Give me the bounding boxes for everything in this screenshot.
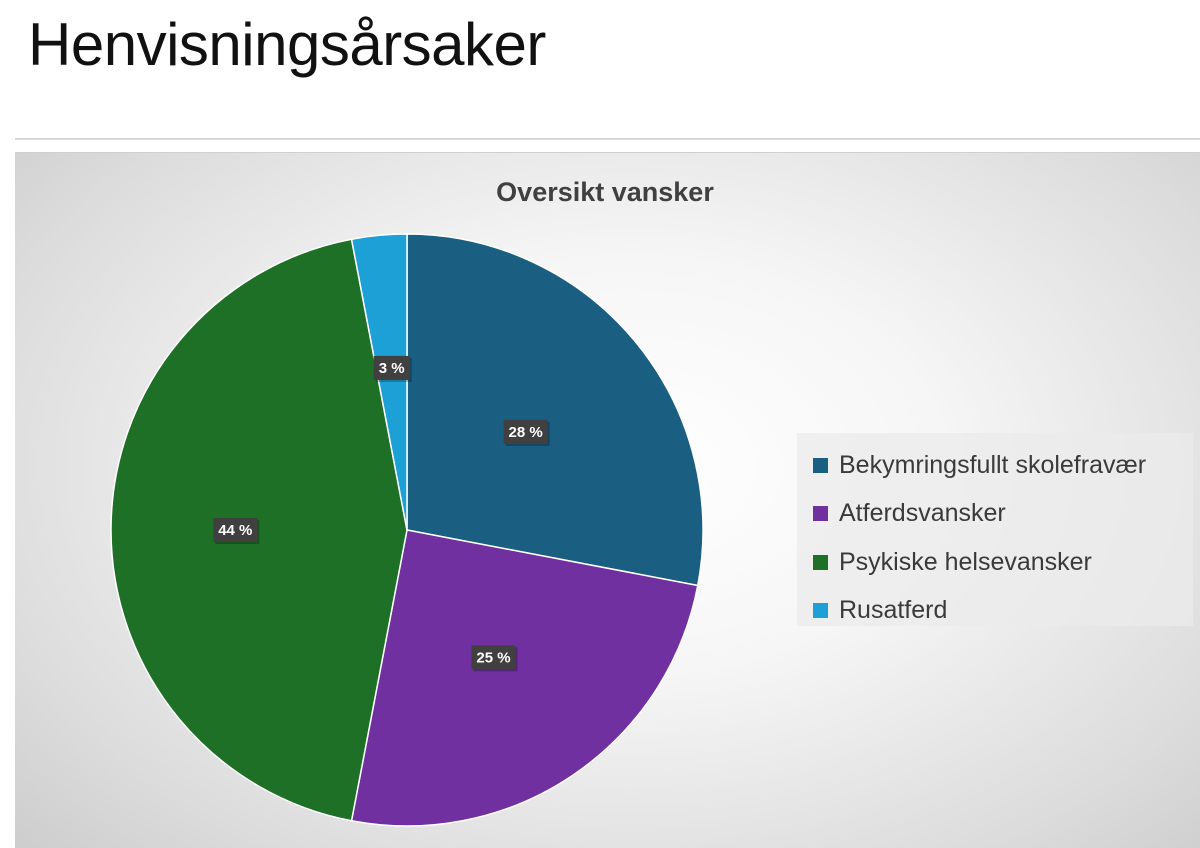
pie-chart: Oversikt vansker 28 % 25 % 44 % 3 %	[110, 177, 714, 827]
legend-item: Atferdsvansker	[813, 490, 1193, 539]
page-title: Henvisningsårsaker	[28, 11, 546, 78]
data-label-box	[471, 645, 516, 670]
data-label: 3 %	[373, 355, 412, 382]
legend-item: Rusatferd	[813, 587, 1193, 636]
data-label: 44 %	[213, 518, 260, 544]
data-label-box	[373, 355, 410, 380]
chart-legend: Bekymringsfullt skolefravær Atferdsvanske…	[797, 433, 1193, 626]
pie-data-labels: 28 % 25 % 44 % 3 %	[213, 355, 550, 672]
legend-swatch	[813, 457, 828, 473]
legend-swatch	[813, 554, 828, 570]
legend-label: Bekymringsfullt skolefravær	[839, 450, 1147, 479]
legend-label: Rusatferd	[839, 596, 948, 625]
legend-item: Bekymringsfullt skolefravær	[813, 441, 1193, 490]
pie-slice-psykiske-helsevansker	[110, 238, 408, 822]
title-divider	[15, 138, 1200, 140]
data-label: 25 %	[471, 645, 518, 672]
data-label-text: 25 %	[476, 649, 510, 666]
legend-label: Atferdsvansker	[839, 499, 1006, 528]
pie-slice-rusatferd	[350, 233, 408, 531]
pie-slice-atferdsvansker	[350, 529, 699, 827]
pie-slices	[110, 233, 704, 827]
data-label-box	[213, 518, 258, 542]
data-label-text: 3 %	[379, 360, 405, 377]
legend-swatch	[813, 603, 828, 619]
chart-area: Oversikt vansker 28 % 25 % 44 % 3 % Bekymri…	[15, 152, 1200, 848]
legend-item: Psykiske helsevansker	[813, 538, 1193, 587]
chart-title: Oversikt vansker	[496, 177, 714, 207]
legend-label: Psykiske helsevansker	[839, 547, 1092, 576]
pie-slice-bekymringsfullt-skolefravær	[406, 233, 704, 587]
data-label: 28 %	[503, 419, 550, 446]
data-label-text: 28 %	[508, 424, 542, 441]
legend-swatch	[813, 506, 828, 522]
data-label-box	[503, 419, 548, 444]
data-label-text: 44 %	[218, 522, 252, 539]
